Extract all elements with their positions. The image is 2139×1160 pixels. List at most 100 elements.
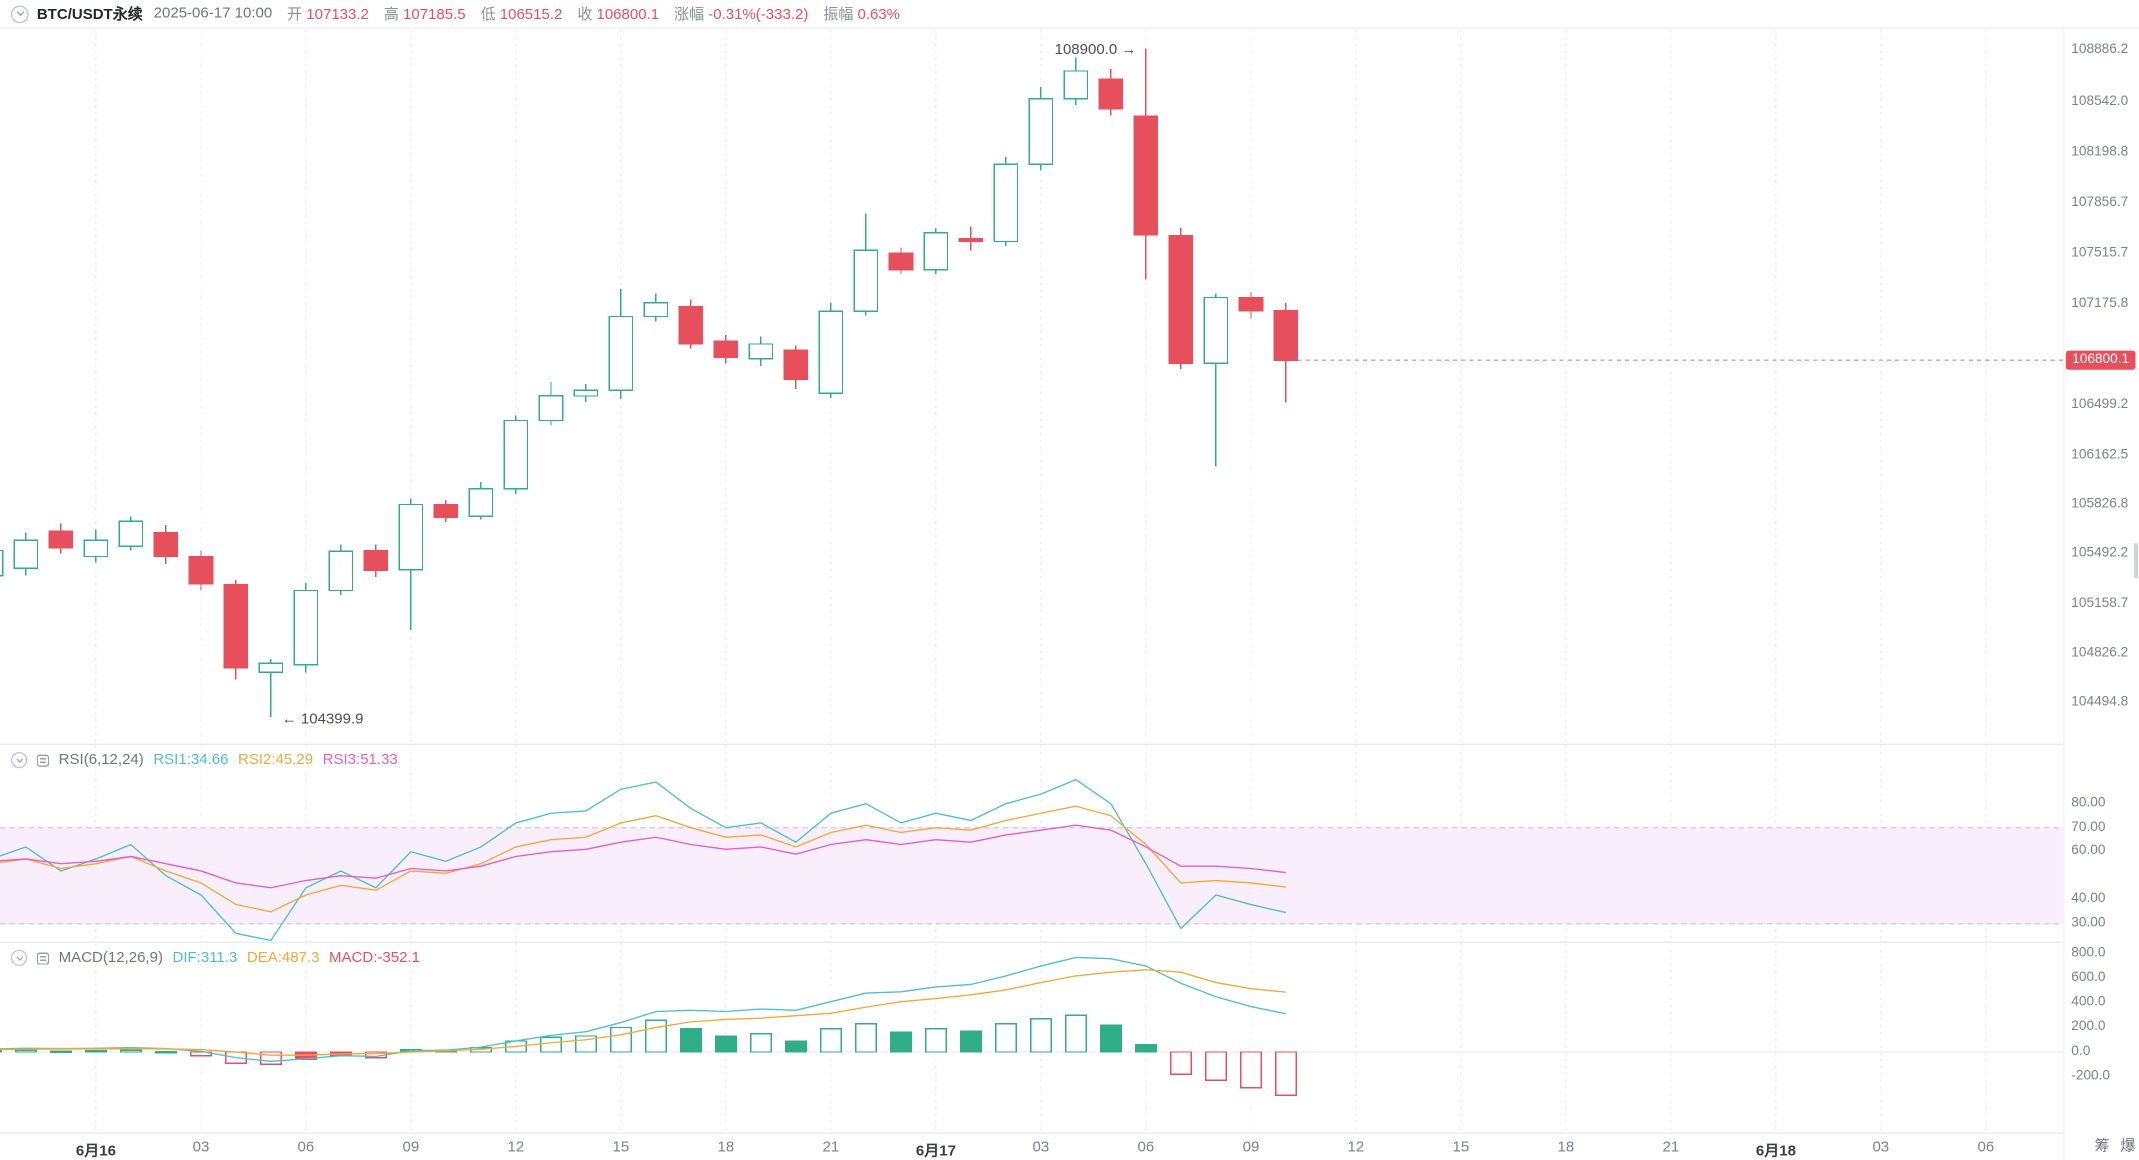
macd-grid bbox=[95, 942, 1987, 1133]
time-axis-label: 06 bbox=[1137, 1139, 1155, 1156]
price-axis[interactable]: 108886.2 108542.0 108198.8 107856.7 107515.7… bbox=[2063, 0, 2139, 1160]
time-axis-label: 6月18 bbox=[1755, 1143, 1796, 1160]
dea-line bbox=[0, 969, 1286, 1056]
time-axis-label: 12 bbox=[1347, 1139, 1365, 1156]
rsi2-value: RSI2:45.29 bbox=[237, 751, 314, 769]
time-axis-label: 09 bbox=[402, 1139, 420, 1156]
macd-chart[interactable] bbox=[0, 942, 2064, 1133]
time-axis-label: 15 bbox=[612, 1139, 630, 1156]
amplitude-label: 振幅 bbox=[823, 6, 854, 24]
low-label: 低 bbox=[480, 6, 496, 24]
time-axis-label: 21 bbox=[1662, 1139, 1680, 1156]
macd-collapse-chevron-icon[interactable] bbox=[10, 949, 28, 967]
low-value: 106515.2 bbox=[499, 6, 563, 24]
low-annotation: ← 104399.9 bbox=[282, 711, 364, 728]
time-axis-label: 03 bbox=[1032, 1139, 1050, 1156]
price-axis-label: 105492.2 bbox=[2071, 546, 2129, 562]
symbol-name: BTC/USDT永续 bbox=[36, 6, 143, 24]
side-tools: 筹 爆 bbox=[2095, 1134, 2136, 1156]
macd-axis-label: -200.0 bbox=[2071, 1068, 2111, 1084]
rsi-axis-label: 40.00 bbox=[2071, 891, 2106, 907]
scrollbar-thumb[interactable] bbox=[2134, 543, 2139, 579]
change-value: -0.31%(-333.2) bbox=[708, 6, 809, 24]
high-value: 107185.5 bbox=[403, 6, 466, 24]
time-axis-label: 6月16 bbox=[75, 1143, 116, 1160]
time-axis-label: 03 bbox=[1872, 1139, 1890, 1156]
symbol-collapse-chevron-icon[interactable] bbox=[10, 4, 29, 23]
time-axis-label: 21 bbox=[822, 1139, 840, 1156]
amplitude-value: 0.63% bbox=[857, 6, 901, 24]
time-axis-label: 12 bbox=[507, 1139, 525, 1156]
last-price-badge: 106800.1 bbox=[2065, 350, 2136, 370]
price-axis-label: 105158.7 bbox=[2071, 595, 2129, 611]
macd-axis-label: 200.0 bbox=[2071, 1019, 2106, 1035]
amplitude-field: 振幅 0.63% bbox=[823, 3, 900, 25]
close-value: 106800.1 bbox=[596, 6, 660, 24]
rsi1-value: RSI1:34.66 bbox=[153, 751, 229, 769]
price-axis-label: 107856.7 bbox=[2071, 195, 2129, 211]
macd-axis-label: 0.0 bbox=[2071, 1043, 2091, 1059]
candlestick-chart[interactable]: 108900.0 → ← 104399.9 bbox=[0, 30, 2064, 746]
high-field: 高 107185.5 bbox=[384, 3, 466, 25]
dif-line bbox=[0, 956, 1287, 1062]
time-axis-label: 03 bbox=[192, 1139, 210, 1156]
macd-value: MACD:-352.1 bbox=[329, 949, 420, 967]
rsi-settings-icon[interactable] bbox=[36, 753, 50, 767]
rsi-band bbox=[0, 827, 2064, 924]
rsi-chart[interactable] bbox=[0, 745, 2064, 943]
dea-value: DEA:487.3 bbox=[246, 949, 320, 967]
rsi-collapse-chevron-icon[interactable] bbox=[10, 751, 28, 769]
main-rsi-divider[interactable] bbox=[0, 743, 2139, 746]
price-axis-label: 106162.5 bbox=[2071, 446, 2129, 462]
open-field: 开 107133.2 bbox=[287, 3, 369, 25]
rsi-macd-divider[interactable] bbox=[0, 941, 2139, 943]
price-axis-label: 104826.2 bbox=[2071, 645, 2129, 661]
open-label: 开 bbox=[287, 6, 303, 24]
high-annotation: 108900.0 → bbox=[1055, 41, 1137, 58]
rsi3-line bbox=[0, 824, 1286, 889]
price-axis-label: 108198.8 bbox=[2071, 144, 2129, 160]
low-field: 低 106515.2 bbox=[481, 3, 563, 25]
main-grid bbox=[95, 30, 1987, 746]
rsi-axis-label: 80.00 bbox=[2071, 795, 2106, 811]
rsi1-line bbox=[0, 778, 1287, 942]
close-field: 收 106800.1 bbox=[577, 3, 659, 25]
change-label: 涨幅 bbox=[674, 6, 705, 24]
time-axis-label: 15 bbox=[1452, 1139, 1470, 1156]
time-axis-label: 18 bbox=[1557, 1139, 1575, 1156]
time-axis-label: 06 bbox=[1977, 1139, 1995, 1156]
rsi-title: RSI(6,12,24) bbox=[58, 751, 144, 769]
macd-axis-label: 600.0 bbox=[2071, 970, 2106, 986]
open-value: 107133.2 bbox=[306, 6, 369, 24]
bar-datetime: 2025-06-17 10:00 bbox=[153, 5, 273, 22]
rsi-header: RSI(6,12,24) RSI1:34.66 RSI2:45.29 RSI3:… bbox=[10, 751, 398, 769]
price-axis-label: 107515.7 bbox=[2071, 245, 2129, 261]
price-axis-label: 108886.2 bbox=[2071, 42, 2129, 58]
price-axis-label: 104494.8 bbox=[2071, 694, 2129, 710]
price-axis-label: 108542.0 bbox=[2071, 93, 2129, 109]
price-axis-label: 105826.8 bbox=[2071, 496, 2129, 512]
dif-value: DIF:311.3 bbox=[172, 949, 238, 967]
rsi-axis-label: 60.00 bbox=[2071, 843, 2106, 859]
liquidation-button[interactable]: 爆 bbox=[2120, 1137, 2136, 1155]
chip-distribution-button[interactable]: 筹 bbox=[2094, 1137, 2110, 1155]
time-axis-label: 18 bbox=[717, 1139, 735, 1156]
price-axis-label: 106499.2 bbox=[2071, 396, 2129, 412]
time-axis-label: 06 bbox=[297, 1139, 315, 1156]
macd-histogram bbox=[0, 1014, 1297, 1096]
macd-settings-icon[interactable] bbox=[36, 951, 50, 965]
close-label: 收 bbox=[577, 6, 593, 24]
rsi-axis-label: 30.00 bbox=[2071, 915, 2106, 931]
macd-axis-label: 400.0 bbox=[2071, 994, 2106, 1010]
time-axis-label: 09 bbox=[1242, 1139, 1260, 1156]
candles-layer bbox=[0, 48, 1299, 717]
rsi3-value: RSI3:51.33 bbox=[322, 751, 398, 769]
time-axis-label: 6月17 bbox=[915, 1143, 956, 1160]
time-axis[interactable]: 6月16 03 06 09 12 15 18 21 6月17 03 06 09 12 15 18 21 6月18… bbox=[0, 1132, 2064, 1160]
high-label: 高 bbox=[383, 6, 399, 24]
price-axis-label: 107175.8 bbox=[2071, 296, 2129, 312]
rsi2-line bbox=[0, 805, 1286, 913]
macd-axis-label: 800.0 bbox=[2071, 945, 2106, 961]
